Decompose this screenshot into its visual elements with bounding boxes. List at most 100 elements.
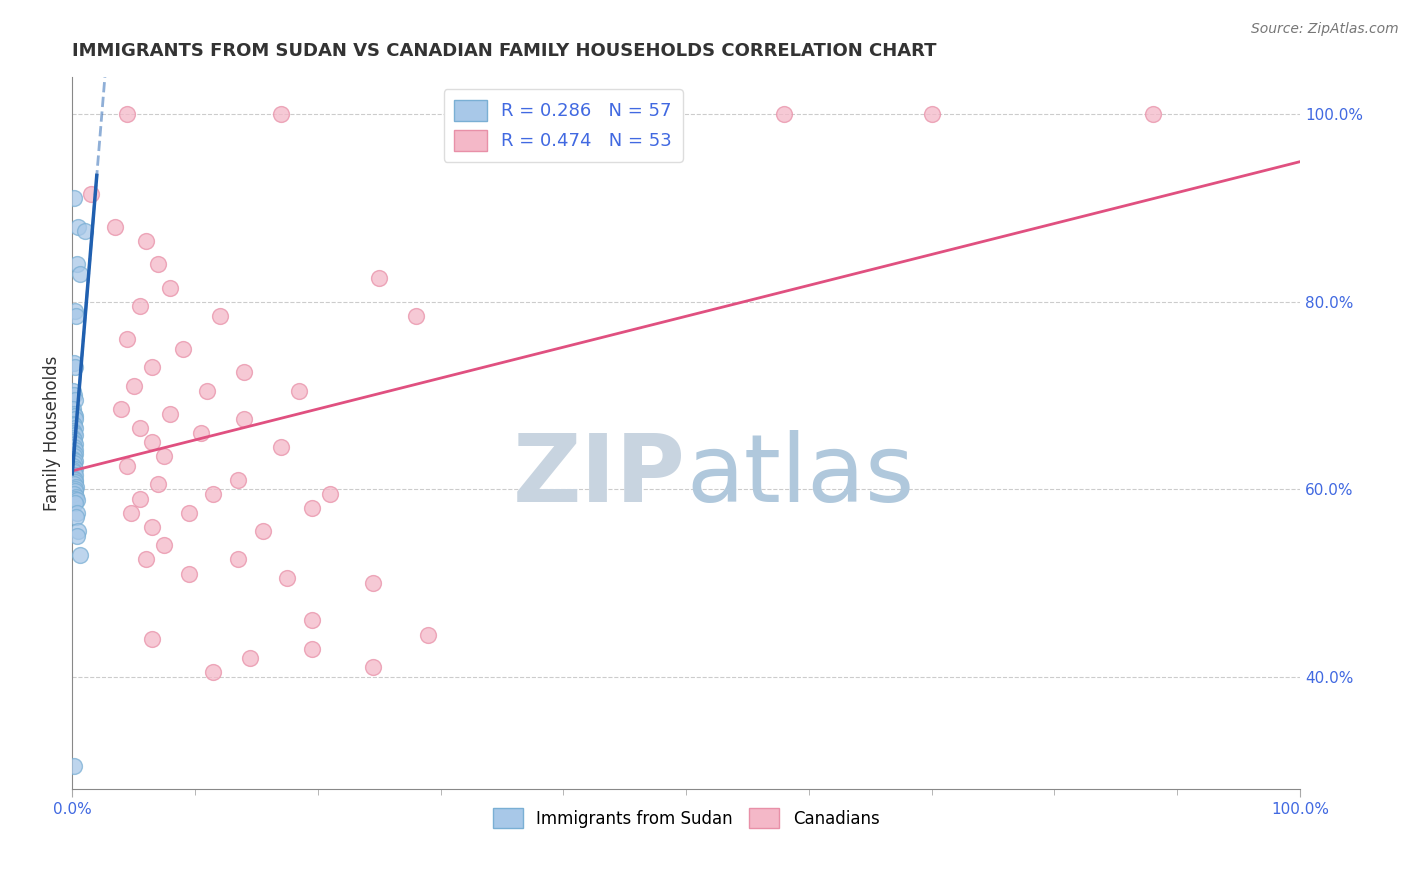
- Point: [65, 309, 87, 323]
- Point: [62, 424, 84, 438]
- Point: [65, 483, 87, 498]
- Point: [63, 427, 86, 442]
- Point: [63, 450, 86, 464]
- Point: [418, 627, 440, 641]
- Point: [63, 468, 86, 483]
- Point: [63, 304, 86, 318]
- Point: [233, 412, 256, 426]
- Point: [65, 442, 87, 457]
- Point: [128, 421, 150, 435]
- Point: [773, 107, 796, 121]
- Point: [65, 510, 87, 524]
- Point: [63, 409, 86, 423]
- Point: [73, 224, 96, 238]
- Point: [270, 440, 292, 454]
- Point: [202, 665, 225, 679]
- Point: [141, 519, 163, 533]
- Point: [921, 107, 943, 121]
- Point: [69, 267, 91, 281]
- Point: [195, 384, 218, 398]
- Point: [63, 465, 86, 479]
- Point: [63, 407, 86, 421]
- Point: [65, 490, 87, 504]
- Point: [172, 342, 194, 356]
- Point: [66, 257, 89, 271]
- Point: [65, 493, 87, 508]
- Point: [63, 454, 86, 468]
- Point: [63, 425, 86, 440]
- Point: [63, 393, 86, 408]
- Point: [405, 309, 427, 323]
- Point: [63, 461, 86, 475]
- Point: [62, 463, 84, 477]
- Point: [63, 440, 86, 454]
- Point: [361, 576, 384, 591]
- Point: [62, 431, 84, 445]
- Point: [63, 421, 86, 435]
- Point: [301, 641, 323, 656]
- Point: [65, 480, 87, 494]
- Point: [226, 552, 249, 566]
- Point: [62, 471, 84, 485]
- Point: [63, 355, 86, 369]
- Point: [63, 446, 86, 460]
- Text: IMMIGRANTS FROM SUDAN VS CANADIAN FAMILY HOUSEHOLDS CORRELATION CHART: IMMIGRANTS FROM SUDAN VS CANADIAN FAMILY…: [72, 42, 936, 60]
- Point: [128, 299, 150, 313]
- Point: [135, 552, 157, 566]
- Point: [159, 407, 181, 421]
- Point: [177, 506, 200, 520]
- Point: [62, 444, 84, 458]
- Legend: Immigrants from Sudan, Canadians: Immigrants from Sudan, Canadians: [486, 802, 886, 834]
- Point: [159, 280, 181, 294]
- Point: [135, 234, 157, 248]
- Point: [239, 651, 262, 665]
- Point: [62, 384, 84, 398]
- Point: [128, 491, 150, 506]
- Point: [208, 309, 231, 323]
- Point: [226, 473, 249, 487]
- Point: [62, 458, 84, 473]
- Point: [141, 632, 163, 647]
- Point: [252, 524, 274, 539]
- Point: [63, 437, 86, 451]
- Point: [65, 360, 87, 375]
- Point: [141, 435, 163, 450]
- Point: [62, 402, 84, 417]
- Point: [276, 571, 298, 585]
- Point: [270, 107, 292, 121]
- Point: [190, 425, 212, 440]
- Point: [110, 402, 132, 417]
- Point: [63, 434, 86, 448]
- Point: [63, 758, 86, 772]
- Point: [153, 450, 176, 464]
- Point: [63, 487, 86, 501]
- Point: [62, 435, 84, 450]
- Text: ZIP: ZIP: [513, 430, 686, 522]
- Y-axis label: Family Households: Family Households: [44, 355, 60, 510]
- Point: [62, 417, 84, 431]
- Point: [67, 219, 90, 234]
- Text: Source: ZipAtlas.com: Source: ZipAtlas.com: [1251, 22, 1399, 37]
- Point: [368, 271, 391, 285]
- Point: [301, 614, 323, 628]
- Point: [288, 384, 311, 398]
- Point: [117, 332, 139, 346]
- Point: [66, 506, 89, 520]
- Point: [63, 491, 86, 506]
- Point: [104, 219, 127, 234]
- Point: [202, 487, 225, 501]
- Point: [67, 524, 90, 539]
- Point: [1142, 107, 1164, 121]
- Point: [319, 487, 342, 501]
- Point: [63, 388, 86, 402]
- Point: [177, 566, 200, 581]
- Point: [65, 412, 87, 426]
- Point: [63, 418, 86, 433]
- Point: [62, 452, 84, 467]
- Point: [120, 506, 142, 520]
- Point: [63, 192, 86, 206]
- Point: [233, 365, 256, 379]
- Point: [141, 360, 163, 375]
- Point: [79, 186, 101, 201]
- Point: [66, 529, 89, 543]
